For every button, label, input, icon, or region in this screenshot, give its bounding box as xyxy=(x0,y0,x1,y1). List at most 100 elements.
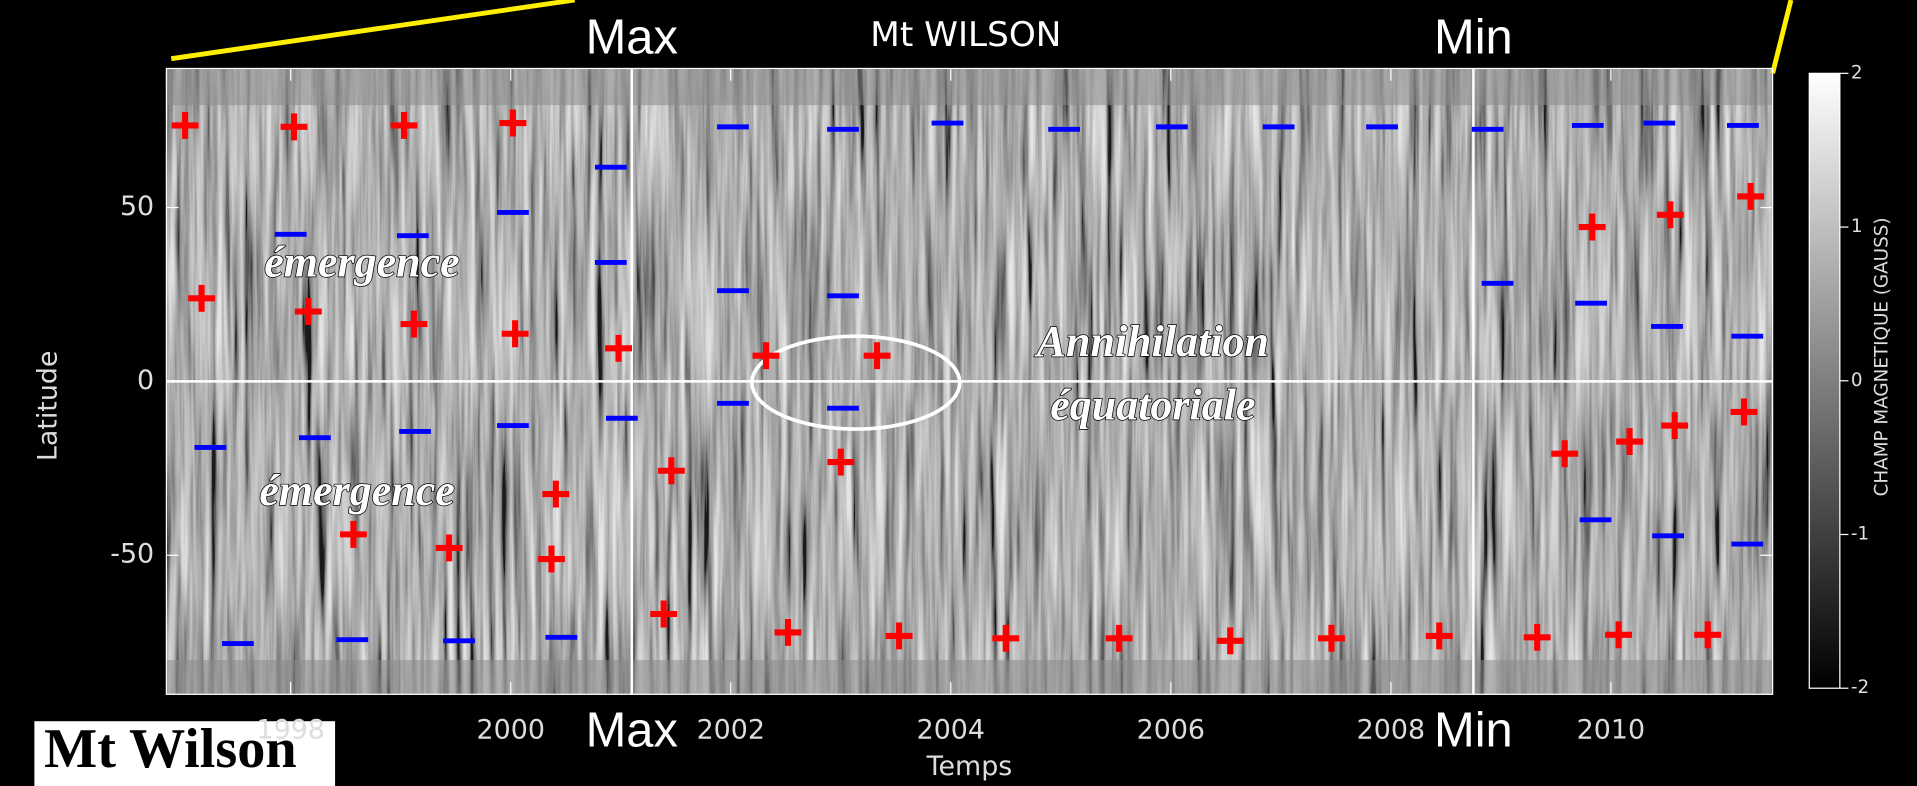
x-tick-label: 1998 xyxy=(257,714,325,745)
minus-marker xyxy=(222,641,254,647)
minus-marker xyxy=(396,233,429,239)
minus-marker xyxy=(1652,533,1684,539)
x-axis-label: Temps xyxy=(926,751,1013,782)
plus-marker xyxy=(171,112,199,139)
plus-marker xyxy=(537,545,565,573)
colorbar-tick-label: 2 xyxy=(1851,62,1863,83)
plus-marker xyxy=(499,109,527,137)
annotation: émergence xyxy=(259,466,454,515)
x-tick-label: 2000 xyxy=(477,714,545,745)
plus-marker xyxy=(1425,622,1453,650)
plus-marker xyxy=(774,618,802,646)
annotation: équatoriale xyxy=(1050,381,1255,430)
minus-marker xyxy=(1651,324,1683,329)
colorbar xyxy=(1808,72,1841,689)
minus-marker xyxy=(931,120,964,126)
plus-marker xyxy=(1318,624,1345,652)
plus-marker xyxy=(390,112,418,139)
colorbar-tick-label: -1 xyxy=(1851,523,1869,544)
plus-marker xyxy=(992,624,1020,652)
minus-marker xyxy=(336,637,369,643)
minus-marker xyxy=(1731,541,1764,547)
phase-label: Max xyxy=(586,10,678,64)
minus-marker xyxy=(1048,126,1081,132)
plus-marker xyxy=(435,534,463,562)
corner-label: Mt Wilson xyxy=(44,718,297,780)
plus-marker xyxy=(1578,213,1606,241)
minus-marker xyxy=(1579,517,1612,523)
minus-marker xyxy=(1481,280,1514,286)
plus-marker xyxy=(752,342,780,370)
plus-marker xyxy=(542,480,570,508)
minus-marker xyxy=(827,293,859,299)
plus-marker xyxy=(863,342,891,370)
minus-marker xyxy=(194,445,227,450)
minus-marker xyxy=(827,405,859,411)
plus-marker xyxy=(1616,428,1644,455)
minus-marker xyxy=(1262,124,1295,130)
annotation: émergence xyxy=(264,238,459,287)
annotation: Annihilation xyxy=(1034,317,1269,366)
minus-marker xyxy=(545,634,578,640)
minus-marker xyxy=(717,124,749,130)
minus-marker xyxy=(594,164,627,170)
plus-marker xyxy=(1694,621,1722,649)
plus-marker xyxy=(1661,412,1689,439)
corner-label-box xyxy=(34,721,336,786)
phase-label: Min xyxy=(1434,703,1513,757)
zoom-line xyxy=(170,0,576,62)
plus-marker xyxy=(339,520,367,548)
minus-marker xyxy=(274,231,307,237)
plus-marker xyxy=(400,310,428,338)
colorbar-tick-label: 0 xyxy=(1851,370,1863,391)
minus-marker xyxy=(1571,123,1604,128)
minus-marker xyxy=(1727,123,1759,128)
minus-marker xyxy=(299,435,331,441)
phase-label: Max xyxy=(586,703,678,757)
plus-marker xyxy=(188,284,216,312)
plus-marker xyxy=(605,334,632,362)
minus-marker xyxy=(1643,120,1676,126)
minus-marker xyxy=(497,423,529,428)
plus-marker xyxy=(657,457,685,485)
minus-marker xyxy=(1366,124,1398,130)
y-tick-label: 0 xyxy=(137,365,154,396)
plus-marker xyxy=(294,298,322,325)
minus-marker xyxy=(497,209,529,215)
colorbar-label: CHAMP MAGNETIQUE (GAUSS) xyxy=(1872,217,1893,496)
x-tick-label: 2002 xyxy=(697,714,765,745)
plus-marker xyxy=(1216,627,1244,655)
colorbar-tick-label: -2 xyxy=(1851,677,1869,698)
plus-marker xyxy=(1730,398,1758,426)
minus-marker xyxy=(1575,300,1607,306)
y-tick-label: -50 xyxy=(110,539,154,570)
plus-marker xyxy=(1105,624,1133,652)
minus-marker xyxy=(1156,124,1188,130)
plus-marker xyxy=(280,113,308,141)
minus-marker xyxy=(827,126,859,132)
x-tick-label: 2010 xyxy=(1577,714,1645,745)
minus-marker xyxy=(717,288,749,294)
plus-marker xyxy=(1737,182,1765,210)
chart-title: Mt WILSON xyxy=(870,15,1061,55)
plus-marker xyxy=(501,320,529,348)
y-axis-label: Latitude xyxy=(33,351,64,462)
plus-marker xyxy=(1656,201,1684,229)
plus-marker xyxy=(1523,623,1551,651)
minus-marker xyxy=(1471,126,1504,132)
minus-marker xyxy=(605,415,638,421)
plus-marker xyxy=(827,448,855,476)
plus-marker xyxy=(1605,621,1633,649)
minus-marker xyxy=(594,260,627,265)
zoom-line xyxy=(1770,0,1794,74)
plus-marker xyxy=(885,622,913,650)
x-tick-label: 2004 xyxy=(917,714,985,745)
x-tick-label: 2006 xyxy=(1137,714,1205,745)
colorbar-tick-label: 1 xyxy=(1851,216,1863,237)
polar-cap-top xyxy=(166,68,1773,106)
plus-marker xyxy=(1551,440,1579,468)
y-tick-label: 50 xyxy=(120,191,154,222)
minus-marker xyxy=(443,638,475,644)
minus-marker xyxy=(1731,333,1764,339)
